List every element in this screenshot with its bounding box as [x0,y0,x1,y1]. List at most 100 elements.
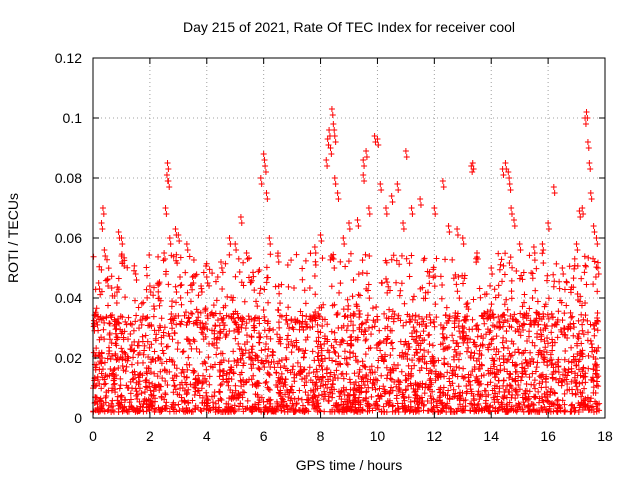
data-point [561,325,568,332]
data-point-outlier [366,211,373,217]
data-point-outlier [184,247,191,253]
data-point [312,394,319,401]
data-point [249,349,256,356]
data-point [105,350,112,357]
data-point [160,257,167,264]
data-point [529,294,536,301]
data-point [312,291,319,298]
data-point [393,395,400,402]
data-point [235,255,242,262]
data-point-outlier [394,181,401,187]
data-point [487,282,494,289]
data-point [248,346,255,353]
data-point [451,393,458,400]
data-point-outlier [516,241,523,247]
data-point [543,323,550,330]
data-point [473,343,480,350]
data-point [169,325,176,332]
data-point [262,380,269,387]
data-point [449,394,456,401]
data-point [511,311,518,318]
data-point [307,324,314,331]
data-point [162,391,169,398]
data-point [559,397,566,404]
data-point [135,381,142,388]
data-point [198,329,205,336]
data-point [445,317,452,324]
data-point [462,403,469,410]
data-point-outlier [332,139,339,145]
data-point [544,334,551,341]
data-point [561,286,568,293]
data-point [517,377,524,384]
data-point [533,364,540,371]
data-point [173,321,180,328]
data-point-outlier [98,220,105,226]
data-point [341,348,348,355]
data-point [456,295,463,302]
data-point [440,334,447,341]
data-point [438,400,445,407]
data-point [500,262,507,269]
data-point [105,302,112,309]
data-point [299,312,306,319]
data-point [219,269,226,276]
data-point-outlier [264,196,271,202]
data-point [544,311,551,318]
data-point [91,312,98,319]
data-point [141,396,148,403]
data-point [493,333,500,340]
data-point [460,365,467,372]
data-point [246,405,253,412]
data-point [346,376,353,383]
data-point [594,310,601,317]
data-point-outlier [474,250,480,256]
data-point [538,384,545,391]
data-point [505,356,512,363]
data-point [261,364,268,371]
data-point [461,272,468,279]
data-point [582,370,589,377]
data-point [362,337,369,344]
data-point [518,360,525,367]
data-point [457,350,464,357]
data-point [594,405,601,412]
data-point [319,322,326,329]
data-point [111,366,118,373]
data-point [500,395,507,402]
data-point [353,357,360,364]
data-point [370,376,377,383]
data-point [302,318,309,325]
data-point [431,283,438,290]
data-point [374,377,381,384]
data-point [179,348,186,355]
data-point [150,313,157,320]
data-point [145,322,152,329]
data-point [337,389,344,396]
data-point [388,384,395,391]
data-point [116,385,123,392]
data-point [282,391,289,398]
data-point [146,251,153,258]
data-point [144,370,151,377]
data-point [524,337,531,344]
data-point-outlier [389,199,396,205]
data-point [157,368,164,375]
data-point [524,362,531,369]
data-point [536,380,543,387]
data-point [280,396,287,403]
data-point [253,352,260,359]
data-point [369,384,376,391]
data-point [177,385,184,392]
data-point [452,390,459,397]
data-point [154,373,161,380]
data-point [398,280,405,287]
data-point [562,372,569,379]
data-point [488,301,495,308]
data-point-outlier [238,220,245,226]
data-point [590,408,597,415]
data-point [358,321,365,328]
data-point [213,351,220,358]
data-point [463,383,470,390]
data-point [513,368,520,375]
